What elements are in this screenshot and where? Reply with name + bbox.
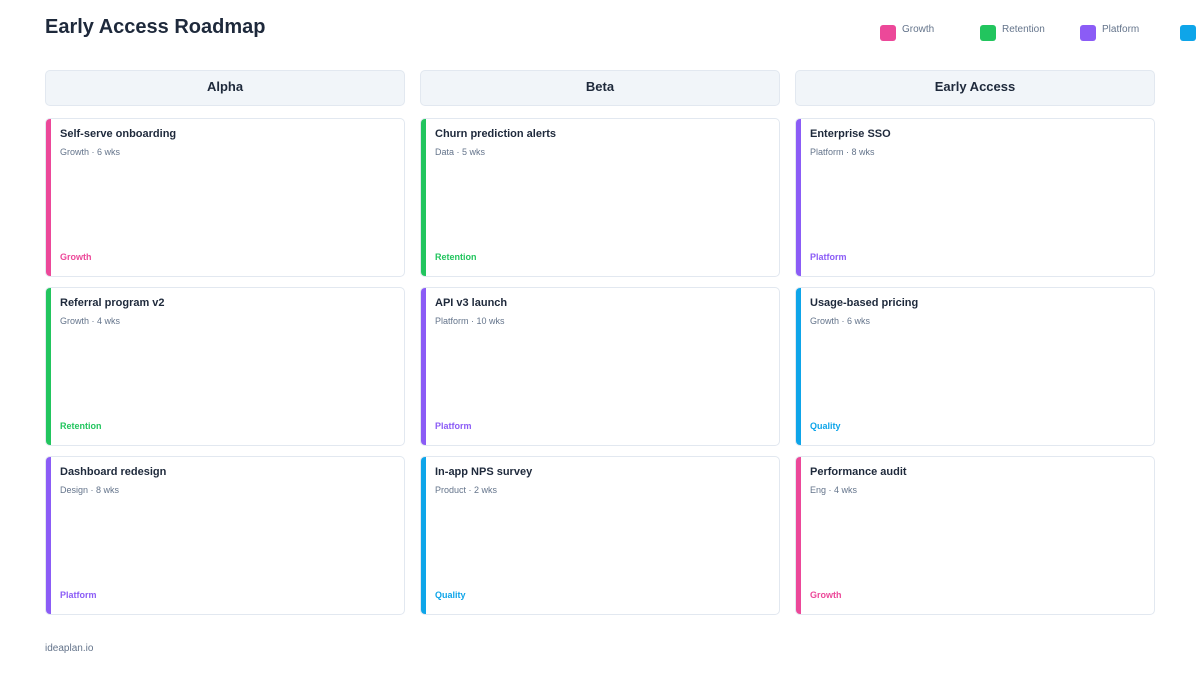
roadmap-card[interactable]: Referral program v2 Growth · 4 wks Reten… xyxy=(45,287,405,446)
card-meta: Data · 5 wks xyxy=(435,147,486,157)
roadmap-card[interactable]: Dashboard redesign Design · 8 wks Platfo… xyxy=(45,456,405,615)
footer-text: ideaplan.io xyxy=(45,643,94,654)
roadmap-card[interactable]: Self-serve onboarding Growth · 6 wks Gro… xyxy=(45,118,405,277)
card-title: Churn prediction alerts xyxy=(435,128,557,140)
roadmap-card[interactable]: Usage-based pricing Growth · 6 wks Quali… xyxy=(795,287,1155,446)
card-meta: Platform · 8 wks xyxy=(810,147,875,157)
legend-item: Growth xyxy=(880,24,934,41)
column-header: Alpha xyxy=(45,70,405,106)
roadmap-card[interactable]: Enterprise SSO Platform · 8 wks Platform xyxy=(795,118,1155,277)
page-title: Early Access Roadmap xyxy=(45,16,266,38)
legend-label: Growth xyxy=(902,24,935,35)
card-accent-bar xyxy=(46,288,51,445)
column-header: Beta xyxy=(420,70,780,106)
card-title: Self-serve onboarding xyxy=(60,128,177,140)
card-accent-bar xyxy=(421,288,426,445)
legend-label: Platform xyxy=(1102,24,1140,35)
card-title: Dashboard redesign xyxy=(60,466,167,478)
card-tag: Platform xyxy=(810,252,847,262)
card-title: Referral program v2 xyxy=(60,297,165,309)
roadmap-card[interactable]: In-app NPS survey Product · 2 wks Qualit… xyxy=(420,456,780,615)
card-accent-bar xyxy=(46,119,51,276)
column-beta: Beta Churn prediction alerts Data · 5 wk… xyxy=(420,70,780,615)
card-tag: Platform xyxy=(60,590,97,600)
roadmap-card[interactable]: Performance audit Eng · 4 wks Growth xyxy=(795,456,1155,615)
legend-swatch xyxy=(1080,25,1096,41)
card-meta: Platform · 10 wks xyxy=(435,316,505,326)
legend-swatch xyxy=(980,25,996,41)
card-accent-bar xyxy=(796,119,801,276)
card-meta: Product · 2 wks xyxy=(435,485,498,495)
card-title: Usage-based pricing xyxy=(810,297,919,309)
card-tag: Retention xyxy=(60,421,102,431)
column-header: Early Access xyxy=(795,70,1155,106)
card-accent-bar xyxy=(46,457,51,614)
card-meta: Growth · 6 wks xyxy=(810,316,871,326)
legend-item: Platform xyxy=(1080,24,1139,41)
legend-swatch xyxy=(1180,25,1196,41)
card-title: Performance audit xyxy=(810,466,907,478)
card-tag: Growth xyxy=(60,252,92,262)
card-tag: Platform xyxy=(435,421,472,431)
column-early-access: Early Access Enterprise SSO Platform · 8… xyxy=(795,70,1155,615)
legend-item: Retention xyxy=(980,24,1045,41)
card-accent-bar xyxy=(421,457,426,614)
card-meta: Growth · 4 wks xyxy=(60,316,121,326)
card-tag: Quality xyxy=(810,421,841,431)
card-accent-bar xyxy=(796,288,801,445)
card-tag: Quality xyxy=(435,590,466,600)
card-tag: Growth xyxy=(810,590,842,600)
card-title: In-app NPS survey xyxy=(435,466,533,478)
card-title: API v3 launch xyxy=(435,297,508,309)
column-alpha: Alpha Self-serve onboarding Growth · 6 w… xyxy=(45,70,405,615)
legend-item xyxy=(1180,24,1196,41)
card-tag: Retention xyxy=(435,252,477,262)
card-accent-bar xyxy=(421,119,426,276)
roadmap-card[interactable]: Churn prediction alerts Data · 5 wks Ret… xyxy=(420,118,780,277)
legend-swatch xyxy=(880,25,896,41)
roadmap-card[interactable]: API v3 launch Platform · 10 wks Platform xyxy=(420,287,780,446)
legend-label: Retention xyxy=(1002,24,1045,35)
card-meta: Growth · 6 wks xyxy=(60,147,121,157)
card-meta: Eng · 4 wks xyxy=(810,485,858,495)
card-meta: Design · 8 wks xyxy=(60,485,120,495)
card-title: Enterprise SSO xyxy=(810,128,891,140)
card-accent-bar xyxy=(796,457,801,614)
